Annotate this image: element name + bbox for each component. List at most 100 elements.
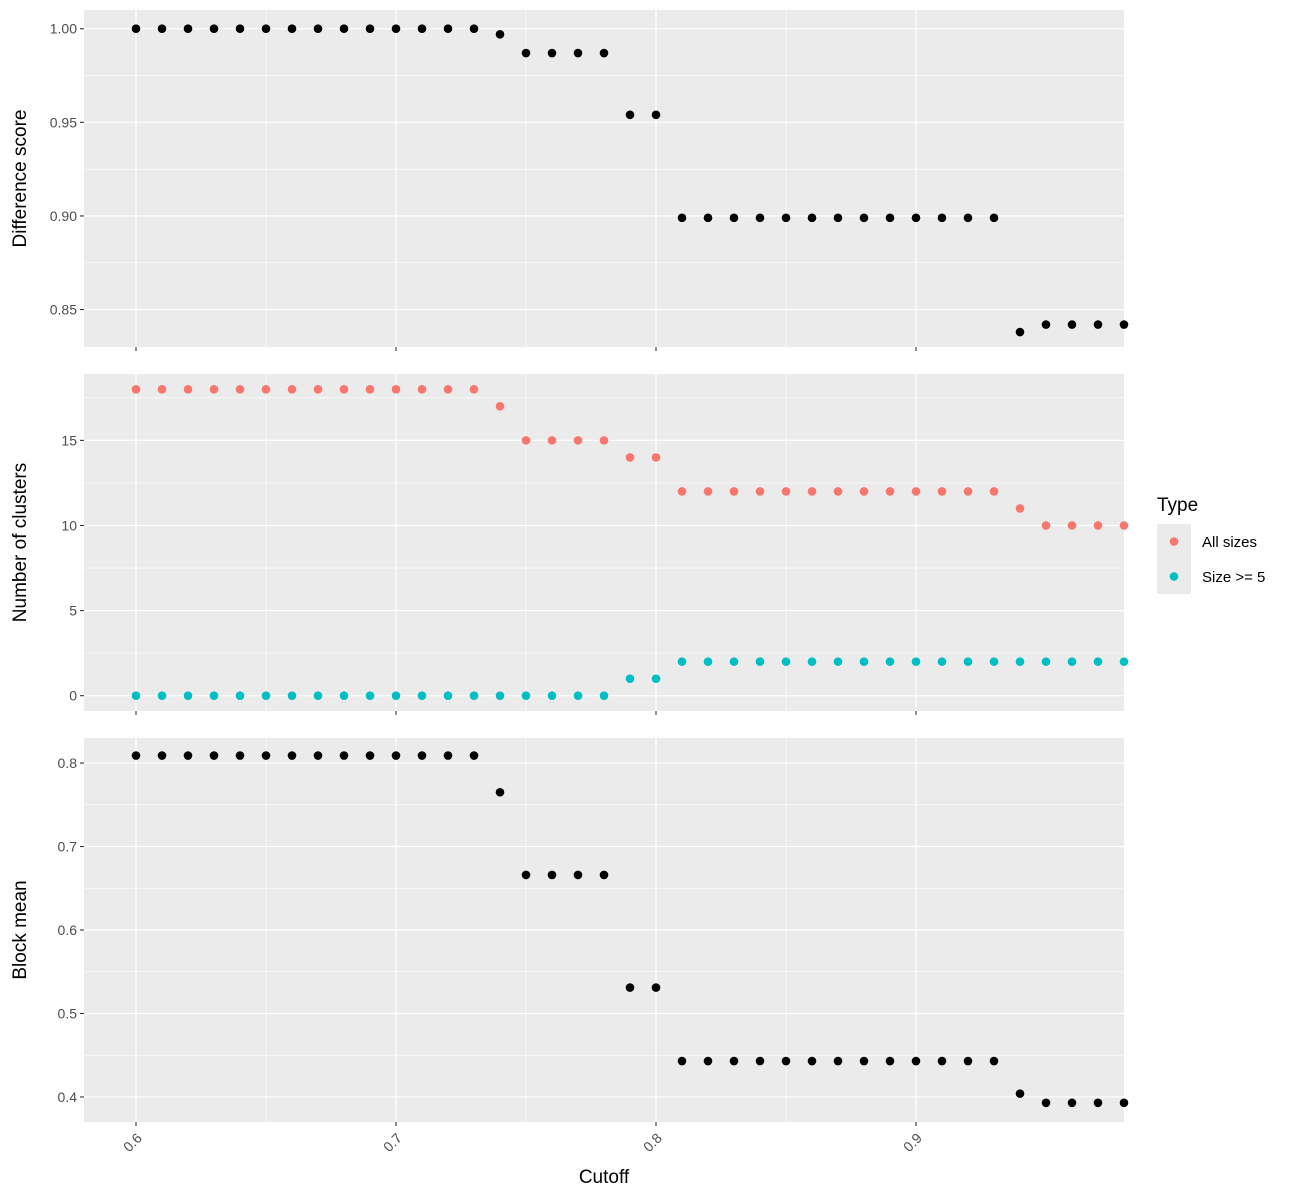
panel-3-y-tick-label: 0.6	[58, 922, 78, 938]
panel-3-series-1-point	[1015, 1089, 1025, 1098]
panel-2-series-2-point	[365, 691, 375, 700]
panel-2-series-1-point	[131, 385, 141, 394]
panel-1-y-tick-label: 1.00	[50, 21, 77, 37]
panel-1-series-1-point	[287, 24, 297, 34]
panel-1-series-1-point	[443, 24, 453, 34]
panel-2-series-1-point	[339, 385, 349, 394]
panel-2-series-2-point	[807, 657, 817, 666]
panel-1-series-1-point	[209, 24, 219, 34]
panel-2-series-1-point	[781, 487, 791, 496]
panel-2-background	[84, 374, 1124, 711]
panel-3-series-1-point	[1067, 1098, 1077, 1108]
panel-2-series-1-point	[1015, 504, 1025, 513]
panel-2-series-1-point	[365, 385, 375, 394]
panel-3-y-axis-title: Block mean	[10, 880, 31, 979]
panel-1-series-1-point	[313, 24, 323, 34]
panel-3-series-1-point	[391, 751, 401, 760]
panel-2-series-2-point	[625, 674, 635, 683]
panel-3-series-1-point	[443, 751, 453, 760]
panel-3-series-1-point	[183, 751, 193, 760]
panel-2-series-2-point	[547, 691, 557, 700]
panel-3-series-1-point	[313, 751, 323, 760]
panel-2-series-1-point	[313, 385, 323, 394]
panel-2-series-2-point	[755, 657, 765, 666]
panel-1-series-1-point	[651, 110, 661, 120]
panel-1-series-1-point	[521, 48, 531, 58]
panel-2-series-2-point	[677, 657, 687, 666]
panel-2-series-1-point	[963, 487, 973, 496]
panel-1-series-1-point	[469, 24, 479, 34]
panel-2-y-tick-label: 5	[69, 603, 77, 619]
panel-3-series-1-point	[625, 983, 635, 992]
panel-2-series-2-point	[573, 691, 583, 700]
panel-2-series-1-point	[443, 385, 453, 394]
panel-3-series-1-point	[235, 751, 245, 760]
panel-2-series-1-point	[391, 385, 401, 394]
panel-2-series-2-point	[989, 657, 999, 666]
panel-3-series-1-point	[521, 870, 531, 880]
panel-1-series-1-point	[1093, 320, 1103, 329]
panel-3-series-1-point	[417, 751, 427, 760]
panel-1-series-1-point	[1067, 320, 1077, 329]
x-tick-label: 0.8	[640, 1130, 665, 1155]
panel-3-series-1-point	[1093, 1098, 1103, 1108]
panel-2-series-2-point	[885, 657, 895, 666]
panel-2-series-1-point	[599, 436, 609, 445]
legend-label: Size >= 5	[1202, 569, 1265, 586]
panel-2-series-2-point	[1041, 657, 1051, 666]
panel-2-series-1-point	[287, 385, 297, 394]
panel-2-series-2-point	[963, 657, 973, 666]
panel-3-series-1-point	[547, 870, 557, 880]
panel-3-series-1-point	[911, 1056, 921, 1066]
panel-2-series-2-point	[339, 691, 349, 700]
panel-2-series-2-point	[729, 657, 739, 666]
panel-2-series-2-point	[417, 691, 427, 700]
panel-2-series-1-point	[729, 487, 739, 496]
panel-2-y-axis-title: Number of clusters	[10, 463, 31, 622]
panel-1-series-1-point	[859, 213, 869, 223]
panel-1-series-1-point	[781, 213, 791, 223]
panel-2-series-1-point	[833, 487, 843, 496]
panel-3-series-1-point	[1119, 1098, 1129, 1108]
panel-1-series-1-point	[885, 213, 895, 223]
panel-2-series-1-point	[235, 385, 245, 394]
legend-label: All sizes	[1202, 534, 1257, 551]
panel-1-series-1-point	[703, 213, 713, 223]
panel-1-series-1-point	[235, 24, 245, 34]
panel-2-series-1-point	[625, 453, 635, 462]
panel-1-series-1-point	[807, 213, 817, 223]
panel-3-series-1-point	[287, 751, 297, 760]
panel-1-series-1-point	[989, 213, 999, 223]
panel-3-series-1-point	[651, 983, 661, 992]
panel-2-series-1-point	[157, 385, 167, 394]
panel-2-series-2-point	[651, 674, 661, 683]
panel-2-series-2-point	[1015, 657, 1025, 666]
panel-3-series-1-point	[209, 751, 219, 760]
panel-2-series-1-point	[1041, 521, 1051, 530]
panel-1-series-1-point	[729, 213, 739, 223]
panel-2-series-1-point	[703, 487, 713, 496]
panel-2-series-1-point	[469, 385, 479, 394]
panel-2-series-1-point	[573, 436, 583, 445]
panel-2-series-1-point	[677, 487, 687, 496]
panel-3-series-1-point	[963, 1056, 973, 1066]
panel-1-y-tick-label: 0.90	[50, 208, 77, 224]
panel-1-y-axis-title: Difference score	[10, 110, 31, 248]
panel-2-series-2-point	[131, 691, 141, 700]
panel-3-series-1-point	[833, 1056, 843, 1066]
panel-3-series-1-point	[157, 751, 167, 760]
panel-2-series-1-point	[495, 402, 505, 411]
panel-2-series-2-point	[287, 691, 297, 700]
panel-3-y-tick-label: 0.7	[58, 839, 78, 855]
panel-1-series-1-point	[911, 213, 921, 223]
panel-2-series-1-point	[209, 385, 219, 394]
panel-2-series-2-point	[521, 691, 531, 700]
panel-3-y-tick-label: 0.5	[58, 1005, 78, 1021]
panel-2-series-2-point	[859, 657, 869, 666]
panel-2-series-2-point	[599, 691, 609, 700]
panel-1-background	[84, 10, 1124, 347]
panel-2-series-2-point	[495, 691, 505, 700]
panel-2-series-1-point	[859, 487, 869, 496]
panel-2-y-tick-label: 10	[61, 517, 77, 533]
